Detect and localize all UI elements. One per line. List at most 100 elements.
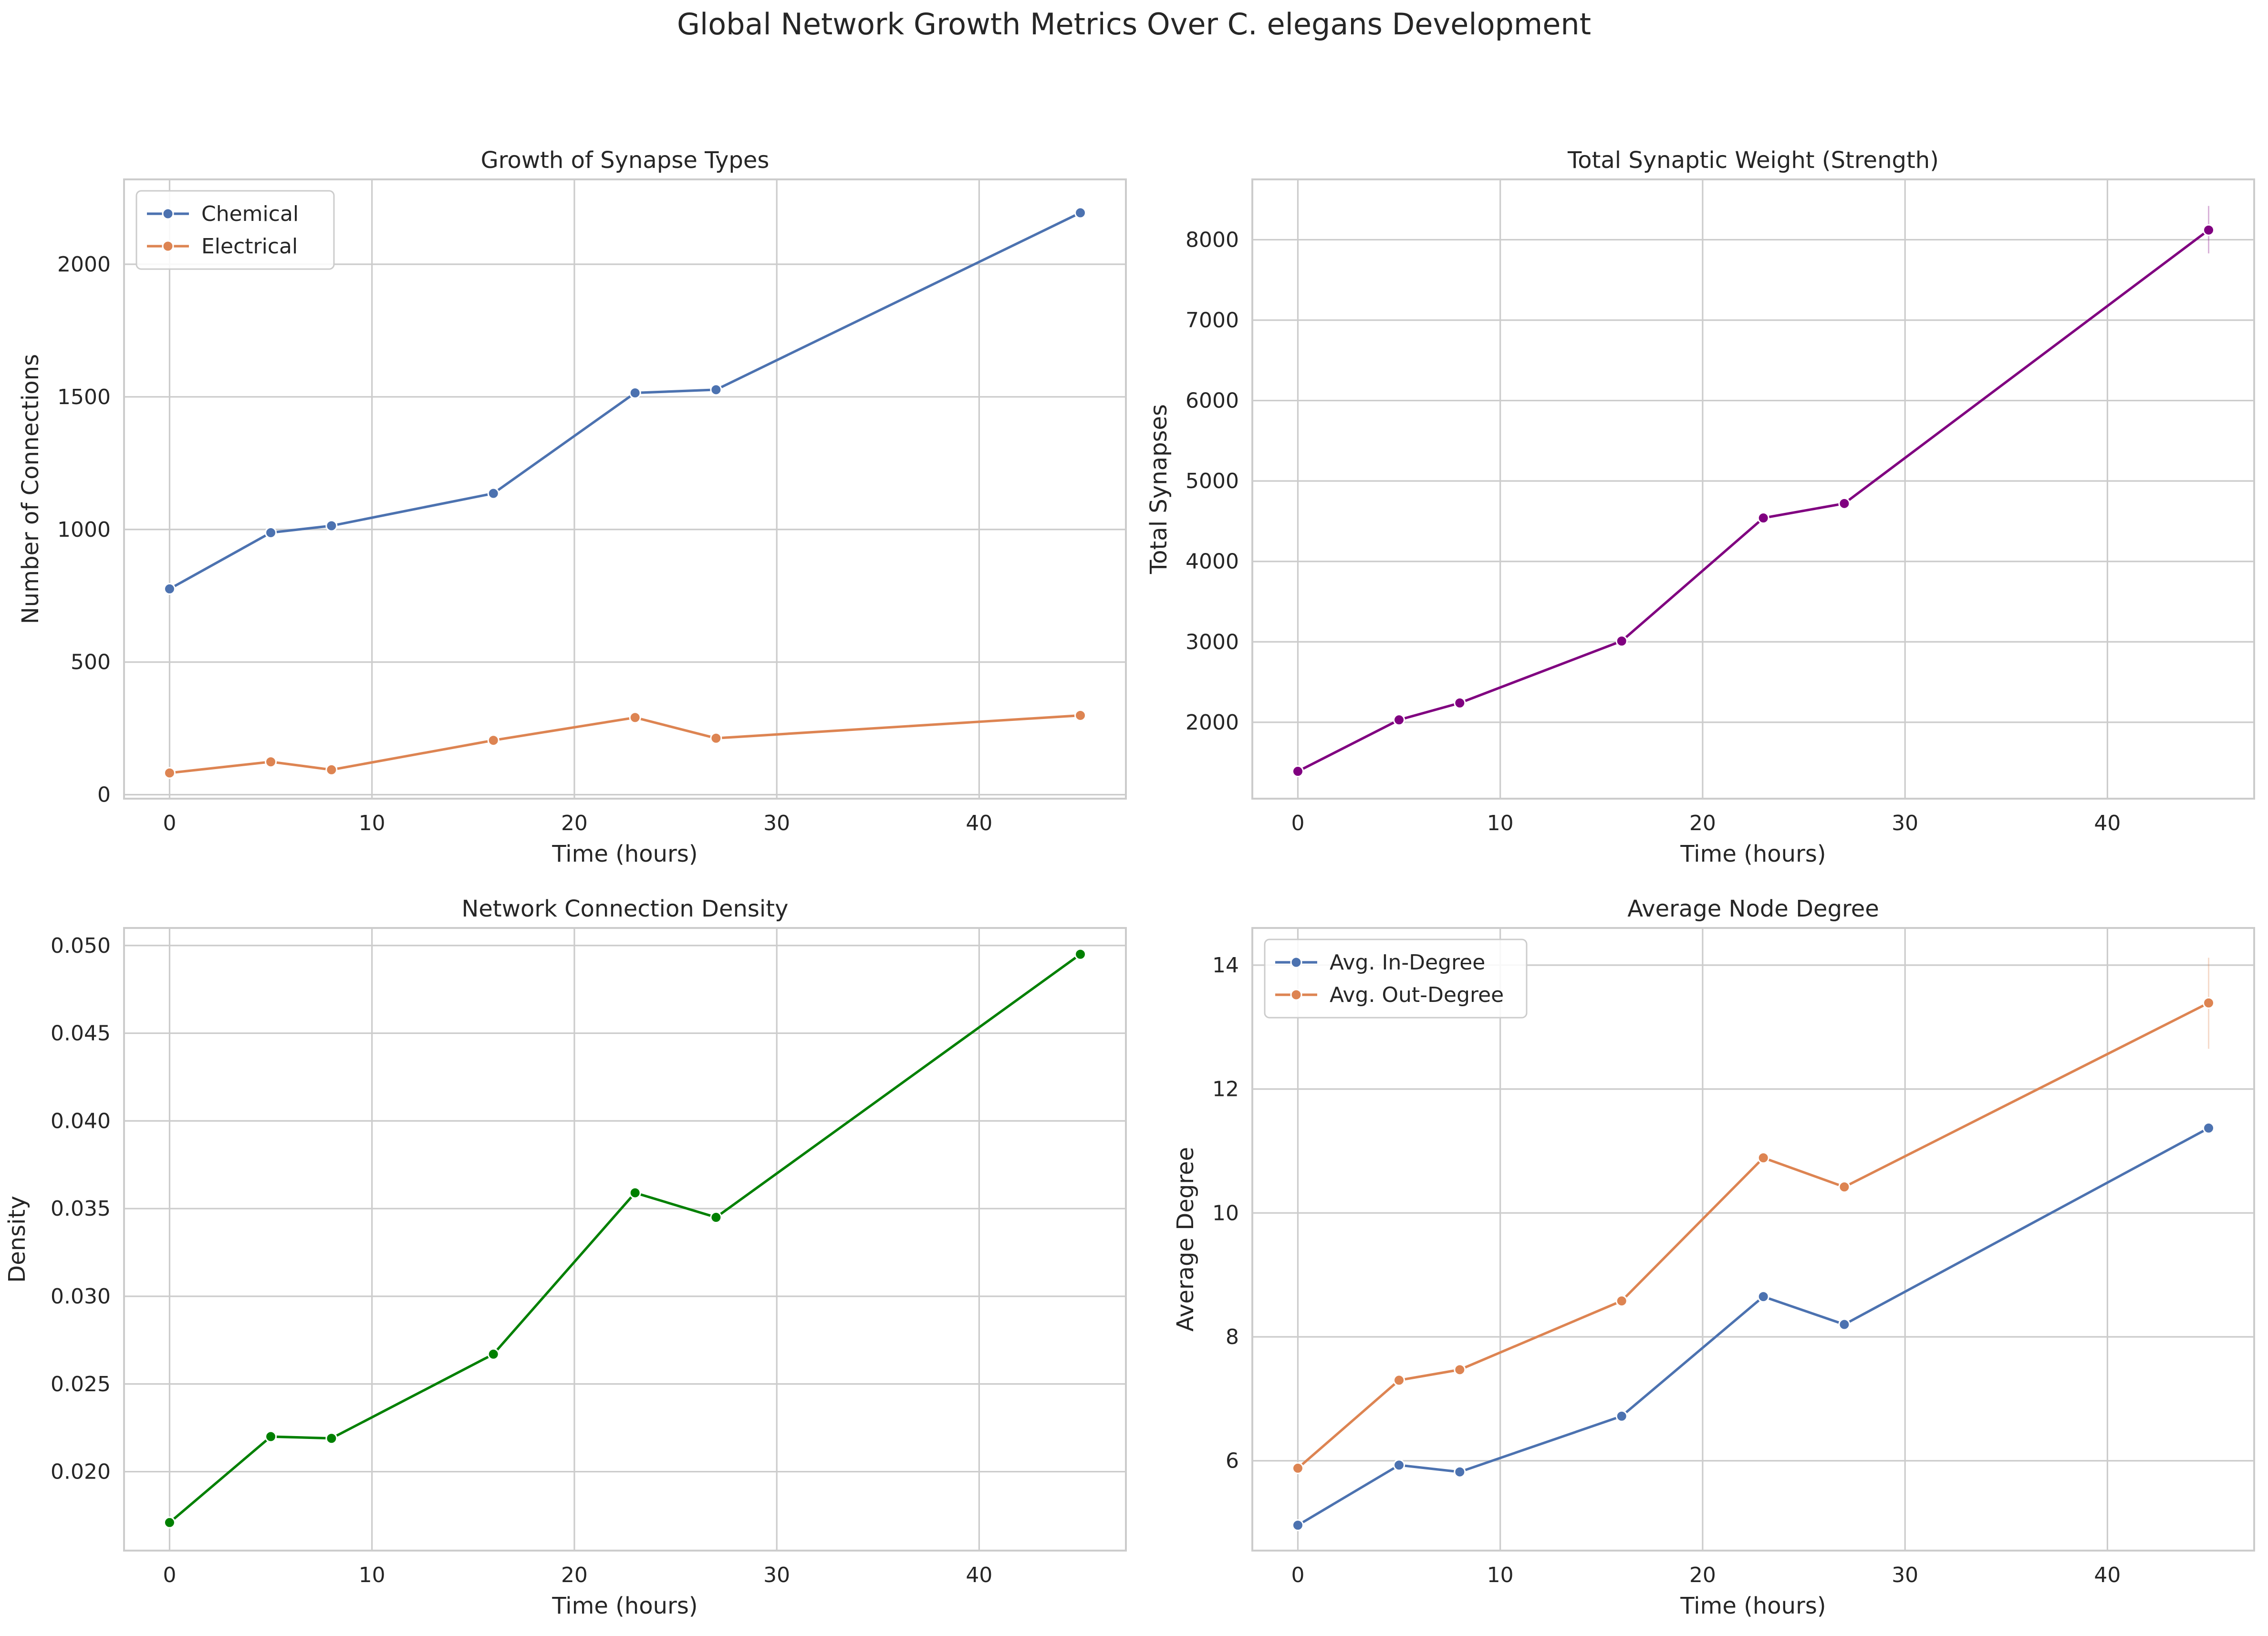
y-tick-label: 10 — [1212, 1201, 1239, 1225]
y-axis-label: Average Degree — [1172, 1147, 1199, 1332]
legend-swatch-marker — [1290, 956, 1302, 969]
data-point — [265, 526, 277, 539]
y-tick-label: 7000 — [1186, 308, 1239, 333]
x-tick-label: 0 — [1291, 811, 1304, 835]
data-point — [2203, 224, 2215, 236]
x-tick-label: 0 — [163, 811, 176, 835]
data-point — [163, 583, 176, 595]
x-tick-label: 10 — [359, 1563, 385, 1587]
y-tick-label: 2000 — [1186, 710, 1239, 735]
legend-label: Chemical — [201, 202, 299, 226]
x-tick-label: 10 — [1487, 811, 1514, 835]
y-axis-label: Density — [4, 1196, 31, 1282]
x-tick-label: 30 — [1892, 1563, 1918, 1587]
data-point — [325, 1432, 338, 1445]
subplot-1: 0 10 20 30 40 0 500 1000 1500 2000 Growth of Synap… — [17, 147, 1127, 867]
x-tick-label: 0 — [1291, 1563, 1304, 1587]
series-2 — [163, 709, 1087, 779]
legend-frame — [1264, 938, 1528, 1019]
data-point — [1838, 1318, 1851, 1331]
data-point — [1757, 1152, 1769, 1164]
x-tick-label: 20 — [1689, 811, 1716, 835]
legend-label: Electrical — [201, 234, 298, 259]
data-point — [265, 756, 277, 768]
data-point — [1615, 1295, 1628, 1307]
data-point — [1291, 765, 1304, 778]
x-axis-label: Time (hours) — [1680, 1593, 1826, 1619]
y-tick-label: 0.045 — [51, 1021, 111, 1046]
data-point — [1757, 512, 1769, 524]
data-point — [325, 763, 338, 776]
x-tick-label: 20 — [561, 1563, 588, 1587]
data-point — [2203, 1122, 2215, 1134]
series-1 — [163, 948, 1087, 1529]
data-point — [163, 1516, 176, 1529]
x-axis-label: Time (hours) — [551, 1593, 697, 1619]
data-point — [710, 1211, 722, 1224]
legend-label: Avg. In-Degree — [1330, 950, 1485, 975]
subplot-title: Total Synaptic Weight (Strength) — [1567, 147, 1939, 174]
legend-swatch-marker — [162, 208, 174, 220]
y-tick-label: 0.035 — [51, 1197, 111, 1221]
y-tick-label: 0.025 — [51, 1372, 111, 1396]
y-tick-label: 8 — [1226, 1325, 1239, 1349]
x-tick-label: 0 — [163, 1563, 176, 1587]
data-point — [629, 711, 641, 724]
x-tick-label: 40 — [2094, 811, 2121, 835]
data-point — [163, 767, 176, 779]
data-point — [1454, 697, 1466, 709]
y-tick-label: 6000 — [1186, 389, 1239, 413]
series-2 — [1291, 958, 2215, 1474]
y-tick-label: 0.020 — [51, 1460, 111, 1484]
axes-frame — [123, 178, 1127, 800]
legend-frame — [135, 190, 335, 270]
y-tick-label: 0 — [97, 783, 111, 807]
subplot-title: Growth of Synapse Types — [481, 147, 770, 174]
data-point — [1454, 1466, 1466, 1478]
x-tick-label: 10 — [359, 811, 385, 835]
data-point — [1074, 709, 1087, 721]
series-1 — [1291, 206, 2215, 778]
x-tick-label: 30 — [1892, 811, 1918, 835]
data-point — [487, 734, 499, 747]
y-tick-label: 6 — [1226, 1449, 1239, 1473]
series-1 — [163, 207, 1087, 595]
x-tick-label: 20 — [561, 811, 588, 835]
data-point — [1615, 635, 1628, 647]
subplot-title: Average Node Degree — [1627, 896, 1879, 922]
legend: Chemical Electrical — [135, 190, 335, 270]
subplot-title: Network Connection Density — [461, 896, 788, 922]
data-point — [1454, 1364, 1466, 1376]
x-axis-label: Time (hours) — [551, 841, 697, 867]
data-point — [1074, 948, 1087, 960]
legend-label: Avg. Out-Degree — [1330, 983, 1504, 1007]
subplot-4: 0 10 20 30 40 6 8 10 12 14 Average Node Degree Time… — [1172, 896, 2255, 1619]
x-tick-label: 30 — [763, 1563, 790, 1587]
y-tick-label: 1500 — [57, 385, 111, 409]
data-point — [629, 386, 641, 399]
data-point — [1838, 1181, 1851, 1193]
x-tick-label: 20 — [1689, 1563, 1716, 1587]
data-point — [265, 1430, 277, 1443]
y-axis-label: Number of Connections — [17, 354, 44, 624]
data-point — [710, 384, 722, 396]
x-tick-label: 40 — [966, 1563, 992, 1587]
y-tick-label: 0.050 — [51, 934, 111, 958]
legend-swatch-marker — [1290, 989, 1302, 1001]
x-tick-label: 30 — [763, 811, 790, 835]
subplot-3: 0 10 20 30 40 0.020 0.025 0.030 0.035 0.040 0.045 0… — [4, 896, 1127, 1619]
y-tick-label: 500 — [71, 650, 111, 675]
data-point — [1291, 1462, 1304, 1474]
y-tick-label: 1000 — [57, 518, 111, 542]
data-point — [1291, 1519, 1304, 1532]
x-tick-label: 40 — [2094, 1563, 2121, 1587]
y-tick-label: 0.030 — [51, 1284, 111, 1309]
legend: Avg. In-Degree Avg. Out-Degree — [1264, 938, 1528, 1019]
data-point — [1393, 1459, 1405, 1471]
y-tick-label: 0.040 — [51, 1109, 111, 1133]
data-point — [487, 487, 499, 500]
data-point — [1393, 714, 1405, 726]
